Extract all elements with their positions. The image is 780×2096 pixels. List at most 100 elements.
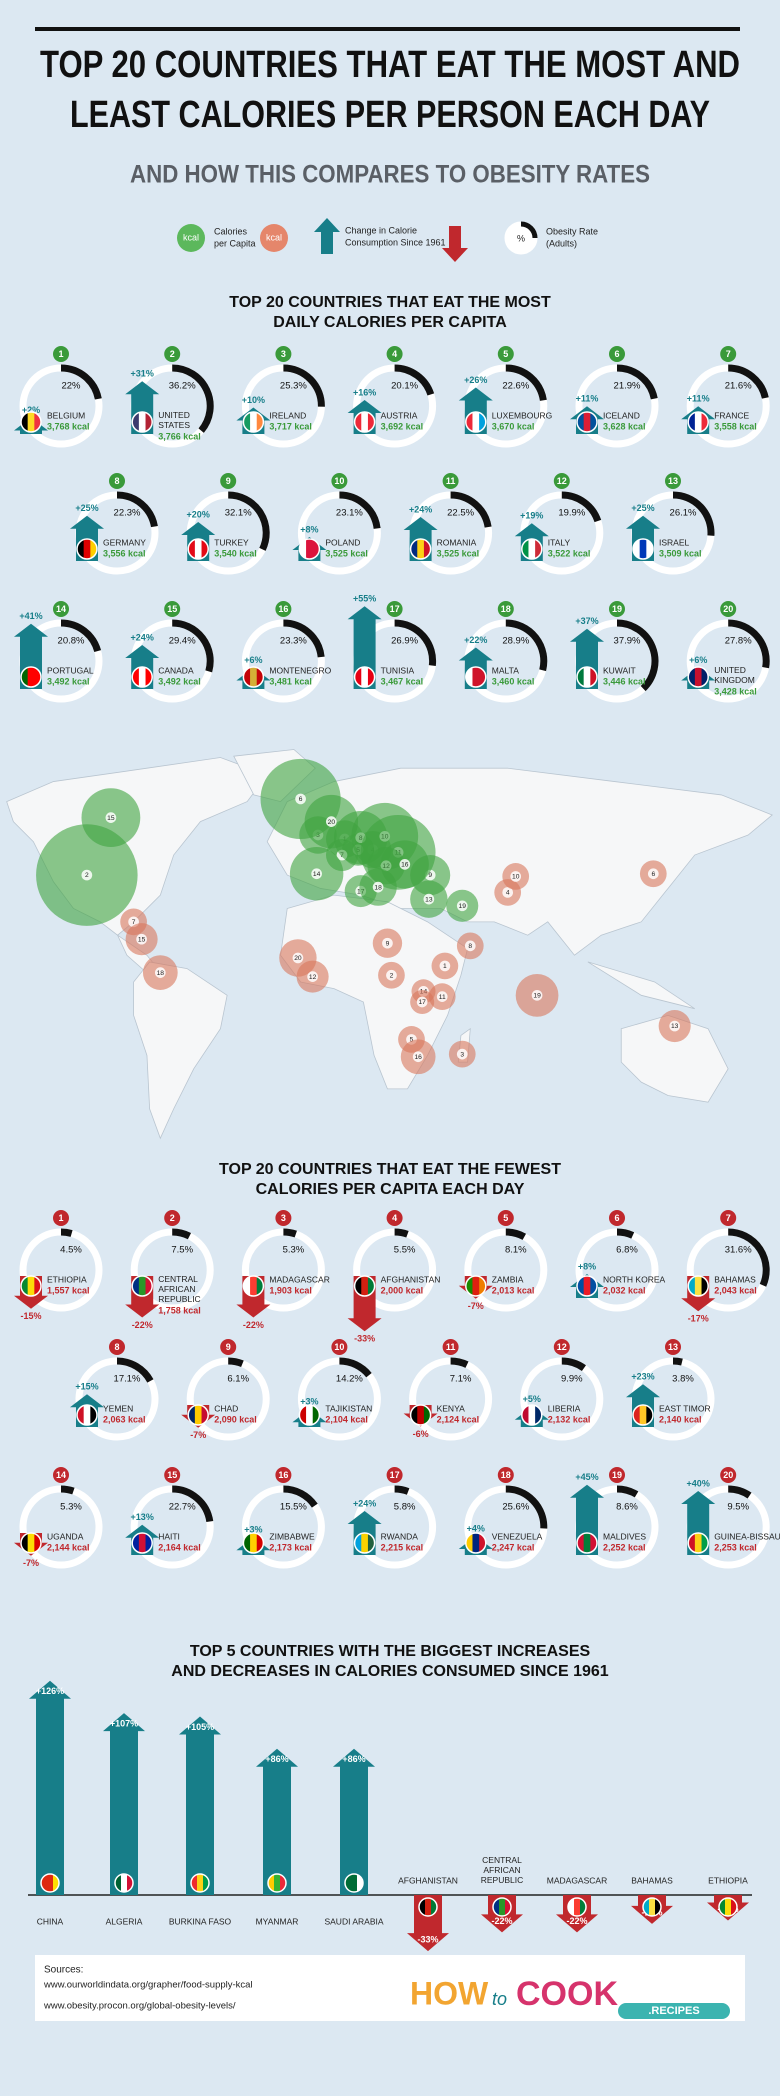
logo-to: to xyxy=(492,1989,507,2009)
value-label: +105% xyxy=(186,1722,214,1732)
map-marker-dot xyxy=(502,887,514,898)
flag-stripe xyxy=(465,412,473,432)
change-label: -6% xyxy=(413,1429,429,1439)
map-marker-dot xyxy=(311,868,322,880)
flag-border xyxy=(20,1532,42,1554)
obesity-label: 22.5% xyxy=(447,508,474,519)
flag-border xyxy=(521,538,543,560)
flag-stripe xyxy=(535,539,542,559)
flag xyxy=(345,1874,363,1892)
change-label: -22% xyxy=(243,1320,264,1330)
flag-border xyxy=(576,1275,598,1297)
kcal: 3,670 kcal xyxy=(492,421,535,431)
country-name: POLAND xyxy=(325,537,360,547)
map-marker-label: 12 xyxy=(309,974,317,981)
kcal: 2,013 kcal xyxy=(492,1285,535,1295)
map-marker-dot xyxy=(292,952,304,964)
logo-cook: COOK xyxy=(516,1975,618,2013)
flag-stripe xyxy=(577,1276,585,1296)
flag-stripe xyxy=(472,1533,480,1553)
change-label: +16% xyxy=(353,387,376,397)
rank: 5 xyxy=(503,349,508,359)
rank-badge xyxy=(164,1467,181,1483)
flag xyxy=(299,539,320,559)
flag-stripe xyxy=(367,1533,375,1553)
rank: 14 xyxy=(56,604,66,614)
flag-border xyxy=(632,538,654,560)
flag-stripe xyxy=(643,1898,650,1916)
flag-stripe xyxy=(299,539,307,559)
obesity-label: 25.3% xyxy=(280,381,307,392)
rank-badge xyxy=(53,601,69,617)
flag-stripe xyxy=(34,667,41,687)
flag xyxy=(568,1898,586,1916)
change-label: +37% xyxy=(575,616,598,626)
obesity-label: 23.1% xyxy=(336,508,363,519)
obesity-label: 9.5% xyxy=(727,1502,749,1513)
flag-border xyxy=(267,1873,287,1893)
obesity-arc xyxy=(616,364,658,400)
rank: 10 xyxy=(334,1342,344,1352)
rank: 8 xyxy=(114,476,119,486)
flag-border xyxy=(642,1897,662,1917)
flag-border xyxy=(76,538,98,560)
map-marker-label: 20 xyxy=(328,819,336,826)
country-name: ZIMBABWE xyxy=(269,1531,315,1541)
flag xyxy=(77,539,97,559)
kcal: 2,173 kcal xyxy=(269,1542,312,1552)
flag-stripe xyxy=(590,1533,597,1553)
flag xyxy=(577,1533,597,1553)
flag xyxy=(115,1874,133,1892)
flag xyxy=(354,667,375,687)
obesity-label: 25.6% xyxy=(502,1502,529,1513)
country-name: NORTH KOREA xyxy=(603,1274,666,1284)
flag xyxy=(688,1276,709,1296)
flag-stripe xyxy=(583,1533,591,1553)
obesity-arc xyxy=(228,1357,244,1368)
obesity-arc xyxy=(728,1228,770,1287)
country-name: AFGHANISTAN xyxy=(381,1274,441,1284)
flag-stripe xyxy=(188,1405,196,1425)
flag-border xyxy=(465,666,487,688)
change-label: +5% xyxy=(523,1394,541,1404)
flag-border xyxy=(409,538,432,560)
source-link[interactable]: www.ourworldindata.org/grapher/food-supp… xyxy=(43,1980,253,1991)
obesity-arc xyxy=(283,1485,318,1508)
flag-stripe xyxy=(268,1874,275,1892)
flag-stripe xyxy=(256,1276,264,1296)
source-link[interactable]: www.obesity.procon.org/global-obesity-le… xyxy=(43,2001,236,2012)
rank: 14 xyxy=(56,1470,66,1480)
bar-arrow xyxy=(333,1748,375,1895)
flag-stripe xyxy=(417,539,425,559)
flag-stripe xyxy=(479,1276,486,1296)
rank-badge xyxy=(497,1467,514,1483)
rank: 11 xyxy=(446,476,456,486)
map-marker-dot xyxy=(136,933,147,945)
rank-badge xyxy=(220,1339,237,1355)
rank: 16 xyxy=(278,604,288,614)
flag-stripe xyxy=(367,412,375,432)
country-name: ZAMBIA xyxy=(492,1274,524,1284)
flag-border xyxy=(409,1404,432,1426)
country-name: MONTENEGRO xyxy=(269,665,331,675)
rank-badge xyxy=(442,1339,459,1355)
obesity-label: 22.3% xyxy=(114,508,141,519)
flag xyxy=(132,1276,153,1296)
obesity-label: 28.9% xyxy=(502,636,529,647)
rank: 20 xyxy=(723,1470,733,1480)
map-marker-dot xyxy=(456,900,468,912)
flag xyxy=(299,1405,320,1425)
obesity-label: 22.6% xyxy=(502,381,529,392)
map-marker-label: 10 xyxy=(512,874,520,881)
obesity-arc xyxy=(672,1357,683,1366)
rank-badge xyxy=(386,1467,403,1483)
flag-stripe xyxy=(138,667,147,687)
flag xyxy=(132,412,153,432)
flag xyxy=(243,412,264,432)
